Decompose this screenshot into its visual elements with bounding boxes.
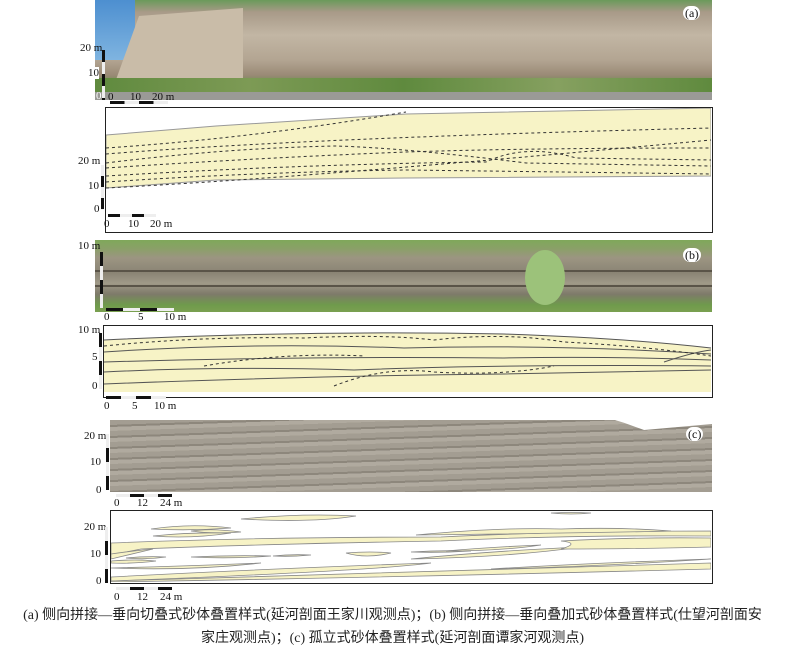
- panel-label-c: (c): [686, 427, 704, 441]
- drawing-b-scale-0: 0: [104, 400, 110, 412]
- photo-b-scale-5: 5: [138, 311, 144, 323]
- photo-c-axis-20: 20 m: [84, 430, 107, 442]
- drawing-b-vertical-scale: [99, 333, 102, 389]
- photo-a-scale-0: 0: [108, 91, 114, 103]
- drawing-c-horizontal-scale: [116, 587, 172, 590]
- photo-a: [95, 0, 712, 100]
- photo-a-scale-10: 10: [130, 91, 141, 103]
- drawing-c: [110, 510, 713, 584]
- drawing-b-axis-0: 0: [92, 380, 98, 392]
- drawing-c-vertical-scale: [105, 527, 108, 583]
- photo-b-axis-10: 10 m: [78, 240, 101, 252]
- photo-c-scale-24: 24 m: [160, 497, 183, 509]
- photo-b-vertical-scale: [100, 252, 103, 308]
- drawing-b-axis-10: 10 m: [78, 324, 101, 336]
- drawing-c-sandbodies: [110, 512, 712, 583]
- photo-c-axis-10: 10: [90, 456, 101, 468]
- photo-c: [110, 420, 712, 492]
- photo-a-horizontal-scale: [110, 101, 168, 104]
- photo-c-horizontal-scale: [116, 494, 172, 497]
- drawing-c-scale-12: 12: [137, 591, 148, 603]
- photo-a-axis-20: 20 m: [80, 42, 103, 54]
- photo-c-scale-12: 12: [137, 497, 148, 509]
- photo-a-axis-0: 0: [96, 90, 102, 102]
- drawing-a-sandbody: [105, 107, 712, 189]
- photo-a-vertical-scale: [102, 50, 105, 100]
- photo-a-axis-10: 10: [88, 67, 99, 79]
- drawing-a-axis-10: 10: [88, 180, 99, 192]
- panel-label-a: (a): [683, 6, 701, 20]
- drawing-b-scale-5: 5: [132, 400, 138, 412]
- drawing-a-horizontal-scale: [108, 214, 156, 217]
- drawing-a-vertical-scale: [101, 165, 104, 210]
- photo-a-scale-20: 20 m: [152, 91, 175, 103]
- photo-b-scale-10: 10 m: [164, 311, 187, 323]
- photo-c-vertical-scale: [106, 434, 109, 490]
- drawing-b-horizontal-scale: [106, 396, 166, 399]
- drawing-c-axis-10: 10: [90, 548, 101, 560]
- drawing-a-scale-0: 0: [104, 218, 110, 230]
- drawing-a: [105, 107, 713, 233]
- drawing-a-axis-0: 0: [94, 203, 100, 215]
- drawing-b: [103, 325, 713, 398]
- photo-b-scale-0: 0: [104, 311, 110, 323]
- drawing-a-axis-20: 20 m: [78, 155, 101, 167]
- panel-label-b: (b): [683, 248, 701, 262]
- drawing-b-scale-10: 10 m: [154, 400, 177, 412]
- photo-c-scale-0: 0: [114, 497, 120, 509]
- drawing-b-sandbody: [103, 332, 712, 392]
- photo-b-horizontal-scale: [106, 308, 174, 311]
- figure-caption-line-2: 家庄观测点)；(c) 孤立式砂体叠置样式(延河剖面谭家河观测点): [200, 631, 585, 646]
- drawing-a-scale-10: 10: [128, 218, 139, 230]
- drawing-a-scale-20: 20 m: [150, 218, 173, 230]
- photo-b: [95, 240, 712, 312]
- photo-c-axis-0: 0: [96, 484, 102, 496]
- drawing-c-scale-24: 24 m: [160, 591, 183, 603]
- drawing-c-axis-0: 0: [96, 575, 102, 587]
- drawing-b-axis-5: 5: [92, 351, 98, 363]
- drawing-c-scale-0: 0: [114, 591, 120, 603]
- drawing-c-axis-20: 20 m: [84, 521, 107, 533]
- figure-caption-line-1: (a) 侧向拼接—垂向切叠式砂体叠置样式(延河剖面王家川观测点)；(b) 侧向拼…: [23, 608, 762, 623]
